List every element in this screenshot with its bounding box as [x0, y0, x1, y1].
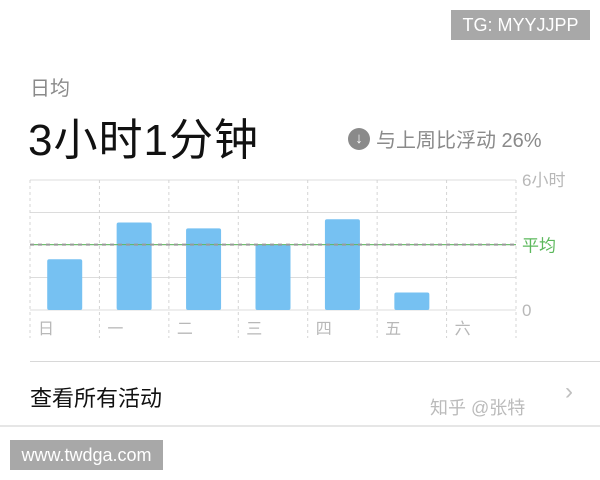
divider — [30, 361, 600, 362]
y-tick-label: 6小时 — [522, 171, 565, 190]
day-label: 四 — [316, 321, 332, 338]
average-label: 平均 — [522, 237, 556, 256]
site-watermark: www.twdga.com — [10, 440, 163, 470]
day-label: 六 — [455, 320, 471, 338]
y-tick-label: 0 — [522, 301, 531, 320]
tg-watermark: TG: MYYJJPP — [451, 10, 590, 40]
day-label: 一 — [107, 321, 123, 338]
bar-5 — [394, 292, 430, 310]
day-label: 二 — [177, 321, 193, 338]
bar-4 — [324, 219, 360, 310]
week-comparison-text: 与上周比浮动 26% — [376, 130, 542, 152]
bar-1 — [116, 222, 152, 310]
view-all-activity-label: 查看所有活动 — [30, 386, 163, 411]
bar-3 — [255, 244, 291, 310]
divider — [0, 425, 600, 427]
bar-2 — [186, 228, 222, 310]
arrow-down-circle-icon: ↓ — [348, 127, 370, 150]
daily-average-value: 3小时1分钟 — [28, 116, 259, 165]
chevron-right-icon: › — [565, 378, 573, 405]
day-label: 日 — [38, 321, 54, 338]
zhihu-watermark: 知乎 @张特 — [430, 398, 526, 418]
week-comparison: ↓ 与上周比浮动 26% — [348, 124, 542, 153]
daily-average-label: 日均 — [30, 78, 70, 100]
usage-bar-chart: 日 一 二 三 四 五 六 平均 6小时 0 — [29, 171, 565, 338]
day-label: 三 — [246, 321, 262, 338]
view-all-activity-row[interactable]: 查看所有活动 › — [0, 362, 600, 425]
bar-0 — [47, 259, 83, 310]
day-label: 五 — [385, 321, 401, 338]
